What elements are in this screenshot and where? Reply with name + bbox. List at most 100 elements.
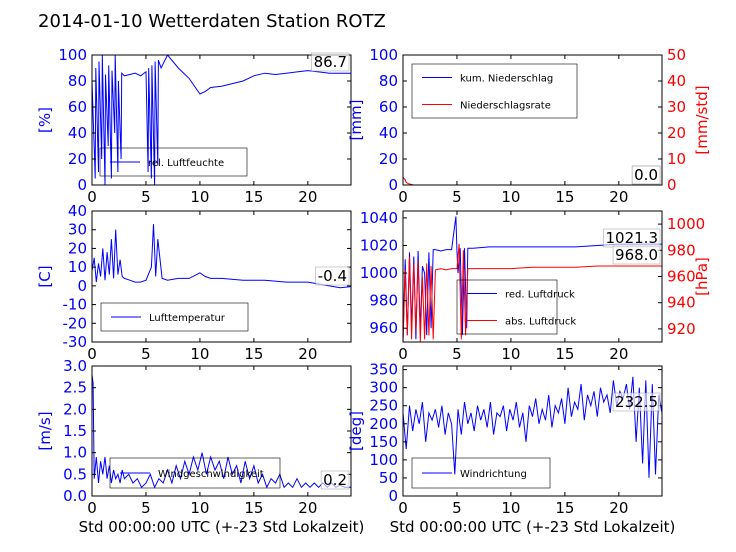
- y-axis-label: [C]: [36, 265, 54, 287]
- plot-frame: [402, 365, 663, 497]
- y-axis-label: [%]: [36, 107, 54, 133]
- y-tick-label: 0.5: [63, 465, 87, 483]
- y-tick-label: 2.0: [63, 400, 87, 418]
- y-axis-label: [deg]: [347, 411, 365, 451]
- plot-frame: [91, 210, 352, 343]
- legend-entry: kum. Niederschlag: [460, 74, 553, 85]
- x-tick-label: 15: [244, 188, 263, 206]
- x-tick-label: 20: [298, 499, 317, 517]
- x-tick-label: 20: [609, 499, 628, 517]
- x-tick-label: 5: [452, 499, 462, 517]
- x-axis-label: Std 00:00:00 UTC (+-23 Std Lokalzeit): [79, 518, 365, 536]
- y-tick-label: 0: [77, 277, 87, 295]
- y-tick-label: 1020: [360, 236, 398, 254]
- y2-tick-label: 920: [667, 320, 696, 338]
- y-tick-label: 30: [68, 221, 87, 239]
- y-tick-label: 100: [58, 46, 87, 64]
- panel-3: 0 5 10 15 20-30-20-10010203040[C]Lufttempera…: [36, 202, 352, 363]
- y-tick-label: 80: [379, 72, 398, 90]
- y-tick-label: 20: [68, 239, 87, 257]
- y2-tick-label: 940: [667, 294, 696, 312]
- panel-5: 0 5 10 15 20 0.0 0.5 1.0 1.5 2.0 2.5 3.0 [m/s] Std 00…: [36, 357, 364, 536]
- x-axis-label: Std 00:00:00 UTC (+-23 Std Lokalzeit): [390, 518, 676, 536]
- y-tick-label: 250: [369, 397, 398, 415]
- x-tick-label: 10: [190, 499, 209, 517]
- y-tick-label: 350: [369, 361, 398, 379]
- panel-1: 0 5 10 15 20 0 20 40 60 80 100 [%] rel. Luftfeuchte 8…: [36, 46, 352, 206]
- x-tick-label: 5: [452, 188, 462, 206]
- series-line-1: [403, 216, 662, 342]
- legend-entry: red. Luftdruck: [505, 290, 575, 301]
- y-tick-label: 10: [68, 258, 87, 276]
- y-tick-label: 300: [369, 379, 398, 397]
- x-tick-label: 0: [87, 499, 97, 517]
- x-tick-label: 15: [555, 188, 574, 206]
- y2-tick-label: 40: [667, 72, 686, 90]
- y-axis-label: [m/s]: [36, 411, 54, 450]
- legend-entry: abs. Luftdruck: [505, 317, 576, 328]
- y2-tick-label: 20: [667, 124, 686, 142]
- y2-tick-label: 30: [667, 98, 686, 116]
- series-line-2: [403, 243, 662, 342]
- y-tick-label: 0.0: [63, 487, 87, 505]
- value-label-box: [320, 470, 350, 490]
- legend-entry: Windrichtung: [460, 469, 527, 480]
- x-tick-label: 10: [501, 499, 520, 517]
- legend-entry: Niederschlagsrate: [460, 101, 551, 112]
- y-tick-label: 20: [379, 150, 398, 168]
- series-line-1: [403, 376, 662, 478]
- y-tick-label: 60: [68, 98, 87, 116]
- y2-tick-label: 50: [667, 46, 686, 64]
- y2-tick-label: 10: [667, 150, 686, 168]
- legend-box: [456, 279, 558, 335]
- y-tick-label: 100: [369, 46, 398, 64]
- legend-box: [411, 63, 578, 119]
- y-tick-label: 60: [379, 98, 398, 116]
- series-line-2: [403, 176, 662, 185]
- y-tick-label: 40: [379, 124, 398, 142]
- y-tick-label: 80: [68, 72, 87, 90]
- y-tick-label: 100: [369, 451, 398, 469]
- value-label: 232.5: [615, 393, 658, 411]
- x-tick-label: 10: [501, 188, 520, 206]
- x-tick-label: 15: [555, 499, 574, 517]
- plot-frame: [402, 54, 663, 186]
- value-label: 1021.3: [606, 229, 659, 247]
- panel-2: 0 5 10 15 20 0 20 40 60 80 100 0 10 20 30 40 50 [mm] [mm/s…: [347, 46, 711, 206]
- legend-box: [99, 147, 248, 177]
- x-tick-label: 10: [190, 345, 209, 363]
- y-tick-label: 50: [379, 469, 398, 487]
- y-tick-label: 0: [77, 176, 87, 194]
- legend-box: [100, 302, 249, 332]
- y2-tick-label: 1000: [667, 215, 705, 233]
- x-tick-label: 0: [87, 188, 97, 206]
- y-tick-label: 1000: [360, 264, 398, 282]
- y-tick-label: 2.5: [63, 379, 87, 397]
- x-tick-label: 20: [609, 188, 628, 206]
- x-tick-label: 20: [298, 345, 317, 363]
- legend-box: [109, 457, 281, 489]
- value-label: -0.4: [318, 267, 347, 285]
- y-tick-label: 20: [68, 150, 87, 168]
- y-axis-label: [mm]: [347, 100, 365, 141]
- value-label: 86.7: [314, 53, 347, 71]
- plot-frame: [91, 54, 352, 186]
- y-tick-label: 1.0: [63, 444, 87, 462]
- y2-tick-label: 0: [667, 176, 677, 194]
- series-line-1: [92, 55, 351, 185]
- series-line-1: [92, 224, 351, 289]
- legend-entry: rel. Luftfeuchte: [148, 158, 224, 169]
- value-label: 968.0: [615, 246, 658, 264]
- legend-entry: Lufttemperatur: [149, 313, 226, 324]
- value-label-box: [315, 266, 350, 286]
- x-tick-label: 5: [452, 345, 462, 363]
- x-tick-label: 20: [298, 188, 317, 206]
- x-tick-label: 5: [141, 345, 151, 363]
- y-tick-label: 980: [369, 292, 398, 310]
- x-tick-label: 10: [190, 188, 209, 206]
- value-label-box: [311, 52, 350, 72]
- y-tick-label: 40: [68, 124, 87, 142]
- y-tick-label: 0: [388, 487, 398, 505]
